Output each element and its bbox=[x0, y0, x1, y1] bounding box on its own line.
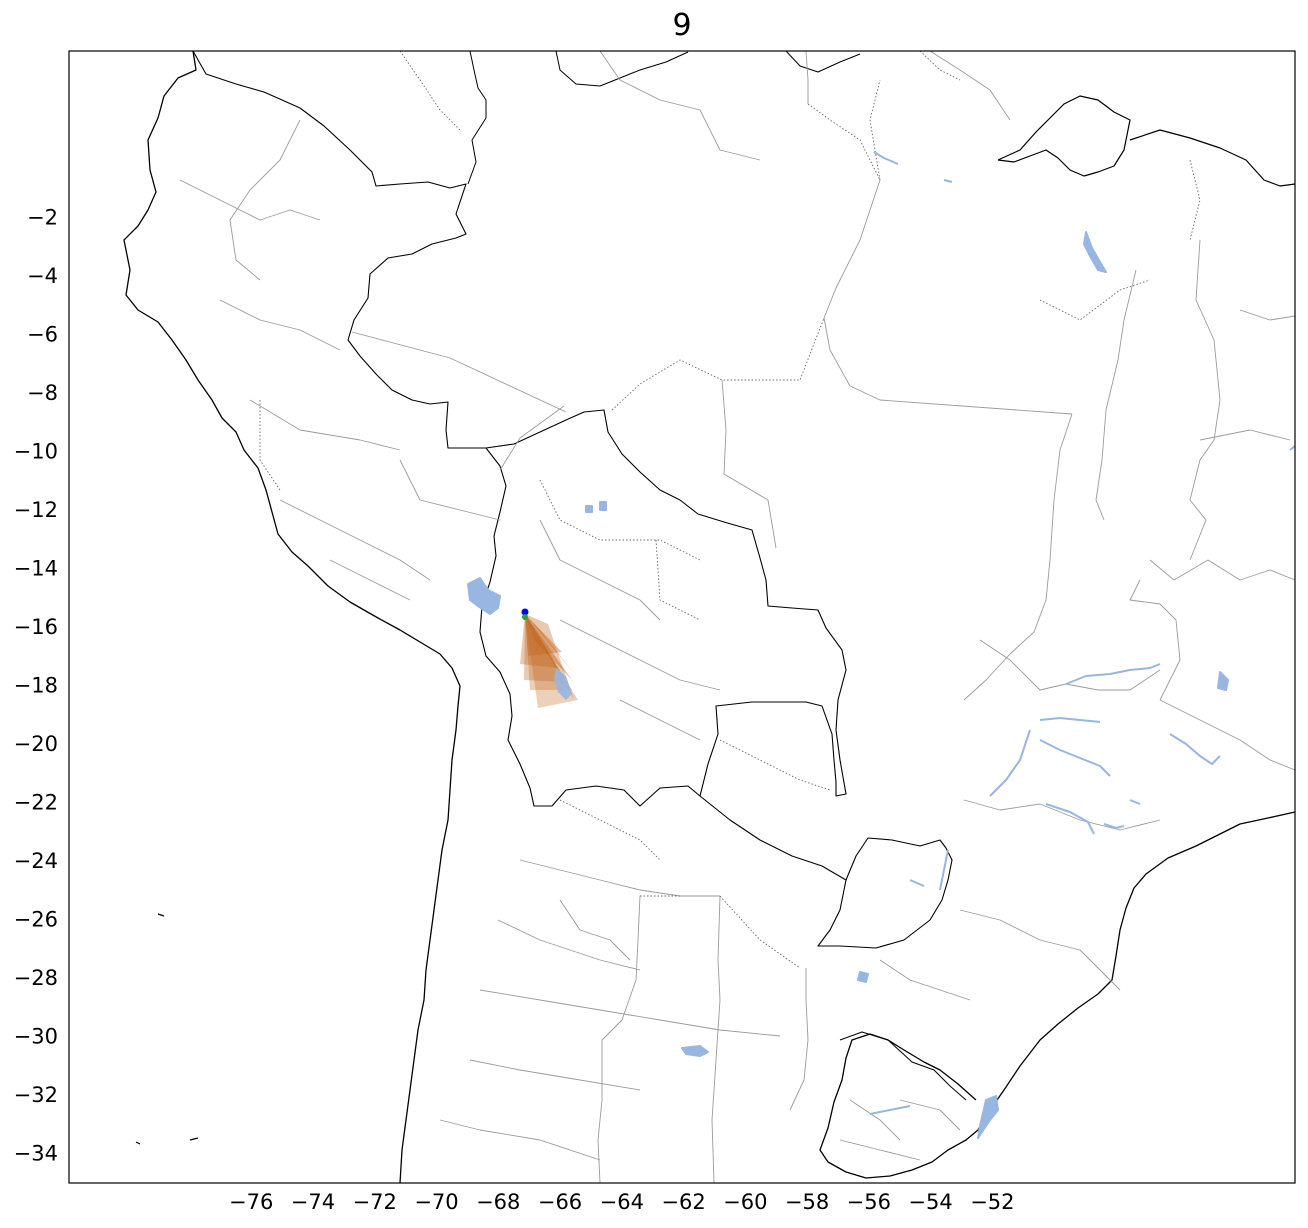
x-tick-label: −70 bbox=[414, 1190, 458, 1214]
border-peru-brazil bbox=[192, 50, 486, 449]
y-tick-label: −8 bbox=[27, 381, 58, 405]
border-guianas bbox=[555, 50, 861, 87]
y-tick-label: −14 bbox=[14, 557, 58, 581]
x-tick-label: −56 bbox=[847, 1190, 891, 1214]
x-tick-label: −74 bbox=[291, 1190, 335, 1214]
border-uruguay bbox=[839, 1031, 967, 1101]
map-plot-area[interactable] bbox=[69, 51, 1295, 1183]
x-tick-label: −62 bbox=[661, 1190, 705, 1214]
x-tick-label: −64 bbox=[600, 1190, 644, 1214]
swath-sector-7 bbox=[525, 614, 576, 676]
y-tick-label: −6 bbox=[27, 323, 58, 347]
y-tick-label: −2 bbox=[27, 206, 58, 230]
y-tick-label: −28 bbox=[14, 966, 58, 990]
lake-titicaca bbox=[467, 577, 501, 615]
y-tick-label: −30 bbox=[14, 1025, 58, 1049]
coastline-pacific bbox=[123, 50, 461, 1184]
x-tick-label: −76 bbox=[229, 1190, 273, 1214]
y-tick-label: −22 bbox=[14, 791, 58, 815]
lakes-rivers bbox=[467, 151, 1296, 1139]
swath-lake-poopo bbox=[554, 668, 572, 700]
map-title: 9 bbox=[672, 8, 692, 43]
origin-point-blue[interactable] bbox=[521, 608, 529, 616]
x-tick-label: −58 bbox=[785, 1190, 829, 1214]
border-bolivia bbox=[479, 409, 847, 807]
swath-sector-3 bbox=[524, 614, 566, 682]
x-tick-label: −54 bbox=[908, 1190, 952, 1214]
small-islands bbox=[135, 913, 199, 1145]
x-tick-label: −66 bbox=[538, 1190, 582, 1214]
y-axis: −2 −4 −6 −8 −10 −12 −14 −16 −18 −20 −22 −24 −26 −28 −3… bbox=[14, 206, 58, 1166]
swath-sector-5 bbox=[525, 614, 562, 656]
origin-point-green[interactable] bbox=[522, 614, 528, 620]
state-borders bbox=[179, 50, 1296, 1184]
x-tick-label: −52 bbox=[970, 1190, 1014, 1214]
x-tick-label: −60 bbox=[723, 1190, 767, 1214]
y-tick-label: −26 bbox=[14, 908, 58, 932]
y-tick-label: −18 bbox=[14, 674, 58, 698]
y-tick-label: −32 bbox=[14, 1083, 58, 1107]
y-tick-label: −10 bbox=[14, 440, 58, 464]
y-tick-label: −34 bbox=[14, 1142, 58, 1166]
y-tick-label: −4 bbox=[27, 264, 58, 288]
map-frame-border bbox=[68, 50, 1296, 1184]
x-tick-label: −72 bbox=[353, 1190, 397, 1214]
coastline-amazon-delta bbox=[997, 95, 1296, 187]
y-tick-label: −20 bbox=[14, 732, 58, 756]
swath-sector-6 bbox=[525, 614, 572, 680]
swath-sector-2 bbox=[525, 614, 572, 690]
swath-sector-4 bbox=[520, 614, 558, 668]
y-tick-label: −24 bbox=[14, 849, 58, 873]
dotted-boundaries bbox=[259, 50, 1201, 969]
coastline-atlantic-south bbox=[819, 811, 1296, 1179]
x-tick-label: −68 bbox=[476, 1190, 520, 1214]
border-paraguay-argentina bbox=[699, 795, 953, 949]
y-tick-label: −12 bbox=[14, 498, 58, 522]
swath-overlay bbox=[520, 614, 578, 708]
y-tick-label: −16 bbox=[14, 615, 58, 639]
border-venezuela-colombia bbox=[467, 50, 487, 185]
x-axis: −76 −74 −72 −70 −68 −66 −64 −62 −60 −58 −56 −54 −52 bbox=[229, 1190, 1014, 1214]
base-map bbox=[123, 50, 1296, 1184]
